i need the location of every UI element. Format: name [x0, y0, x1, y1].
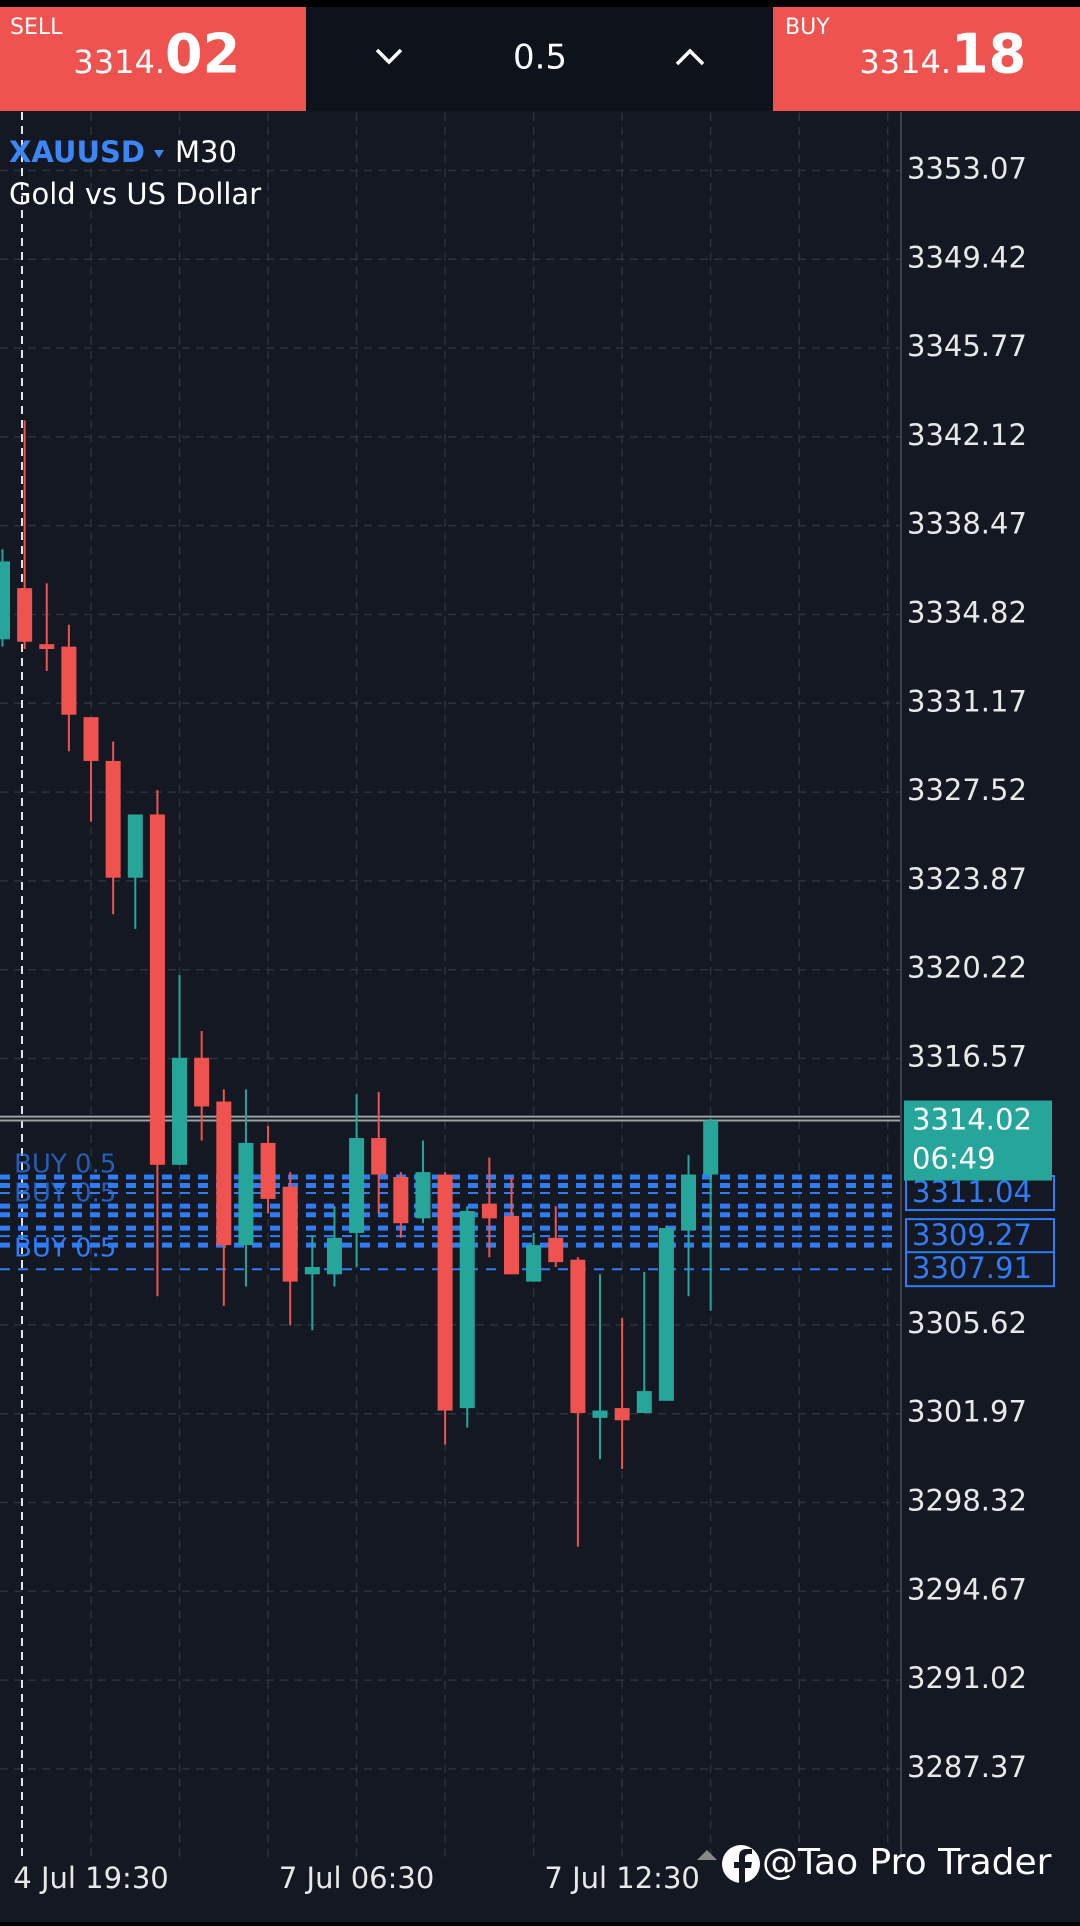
y-tick-label: 3353.07 — [907, 151, 1027, 185]
x-tick-label: 7 Jul 06:30 — [279, 1861, 434, 1895]
order-tag: 3311.04 — [912, 1175, 1032, 1209]
y-tick-label: 3291.02 — [907, 1661, 1027, 1695]
candle-body — [39, 644, 55, 650]
candle-body — [349, 1138, 365, 1233]
countdown: 06:49 — [912, 1142, 996, 1176]
y-tick-label: 3338.47 — [907, 507, 1027, 541]
price-tag-value: 3314.02 — [912, 1103, 1032, 1137]
y-tick-label: 3301.97 — [907, 1395, 1027, 1429]
sell-price-big: 02 — [165, 23, 240, 86]
sell-price-main: 3314. — [73, 43, 165, 81]
candle-body — [437, 1174, 453, 1411]
y-tick-label: 3294.67 — [907, 1572, 1027, 1606]
grid — [0, 112, 901, 1857]
y-tick-label: 3305.62 — [907, 1306, 1027, 1340]
candle-body — [592, 1410, 608, 1418]
buy-button[interactable] — [773, 7, 1080, 111]
y-tick-label: 3345.77 — [907, 329, 1027, 363]
candle-body — [548, 1237, 564, 1263]
candle-body — [636, 1391, 652, 1413]
candle-body — [105, 760, 121, 878]
sell-label: SELL — [10, 15, 63, 40]
buy-label: BUY — [785, 15, 830, 40]
y-tick-label: 3316.57 — [907, 1039, 1027, 1073]
lot-increase[interactable] — [675, 48, 705, 66]
y-tick-label: 3327.52 — [907, 773, 1027, 807]
candle-body — [614, 1408, 630, 1421]
sell-button[interactable] — [0, 7, 306, 111]
candle-body — [282, 1186, 298, 1282]
candle-body — [216, 1101, 232, 1246]
candle-body — [703, 1120, 719, 1175]
lot-size[interactable]: 0.5 — [513, 38, 567, 78]
order-tag-box — [905, 1251, 1055, 1288]
buy-price-big: 18 — [951, 23, 1026, 86]
candle-body — [61, 646, 77, 715]
symbol-ticker[interactable]: XAUUSD — [9, 135, 145, 169]
candle-body — [238, 1142, 254, 1246]
order-text: BUY 0.5 — [14, 1149, 116, 1179]
candle-body — [570, 1259, 586, 1413]
order-text: BUY 0.5 — [14, 1179, 116, 1209]
candle-body — [17, 588, 33, 642]
price-axis: 3287.37 3291.02 3294.67 3298.32 3301.97 3305.… — [13, 151, 1052, 1895]
y-tick-label: 3349.42 — [907, 240, 1027, 274]
status-strip — [0, 0, 1080, 7]
candle-body — [503, 1215, 519, 1275]
candle-body — [127, 814, 143, 878]
order-tag: 3309.27 — [912, 1218, 1032, 1252]
watermark: @Tao Pro Trader — [762, 1842, 1052, 1883]
symbol-description: Gold vs US Dollar — [9, 177, 261, 211]
timeframe[interactable]: M30 — [175, 135, 237, 169]
x-tick-label: 7 Jul 12:30 — [544, 1861, 699, 1895]
y-tick-label: 3334.82 — [907, 595, 1027, 629]
candle-body — [393, 1176, 409, 1224]
candle-body — [415, 1172, 431, 1219]
symbol-dropdown[interactable] — [154, 150, 164, 158]
scroll-marker — [697, 1850, 717, 1860]
candle-body — [260, 1142, 276, 1199]
order-text: BUY 0.5 — [14, 1234, 116, 1264]
buy-price-main: 3314. — [859, 43, 951, 81]
order-tag-box — [905, 1175, 1055, 1212]
candle-body — [459, 1211, 475, 1409]
candle-body — [481, 1203, 497, 1219]
candle-body — [83, 717, 99, 761]
candle-body — [326, 1237, 342, 1275]
y-tick-label: 3320.22 — [907, 951, 1027, 985]
order-tag-box — [905, 1218, 1055, 1255]
price-tag — [904, 1100, 1052, 1181]
x-tick-label: 4 Jul 19:30 — [13, 1861, 168, 1895]
candle-body — [172, 1057, 188, 1165]
order-tag: 3307.91 — [912, 1251, 1032, 1285]
y-tick-label: 3323.87 — [907, 862, 1027, 896]
y-tick-label: 3331.17 — [907, 684, 1027, 718]
facebook-glyph — [734, 1849, 752, 1884]
candle-body — [304, 1267, 320, 1275]
y-tick-label: 3342.12 — [907, 418, 1027, 452]
y-tick-label: 3298.32 — [907, 1484, 1027, 1518]
candle-body — [526, 1245, 542, 1282]
candles — [0, 420, 719, 1547]
candle-body — [149, 814, 165, 1165]
candle-body — [371, 1138, 387, 1175]
candle-body — [194, 1057, 210, 1107]
candle-body — [0, 561, 10, 640]
lot-decrease[interactable] — [375, 48, 403, 65]
candle-body — [681, 1174, 697, 1231]
candle-body — [658, 1228, 674, 1401]
y-tick-label: 3287.37 — [907, 1750, 1027, 1784]
